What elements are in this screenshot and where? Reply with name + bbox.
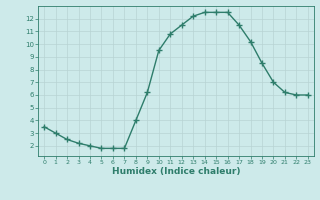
- X-axis label: Humidex (Indice chaleur): Humidex (Indice chaleur): [112, 167, 240, 176]
